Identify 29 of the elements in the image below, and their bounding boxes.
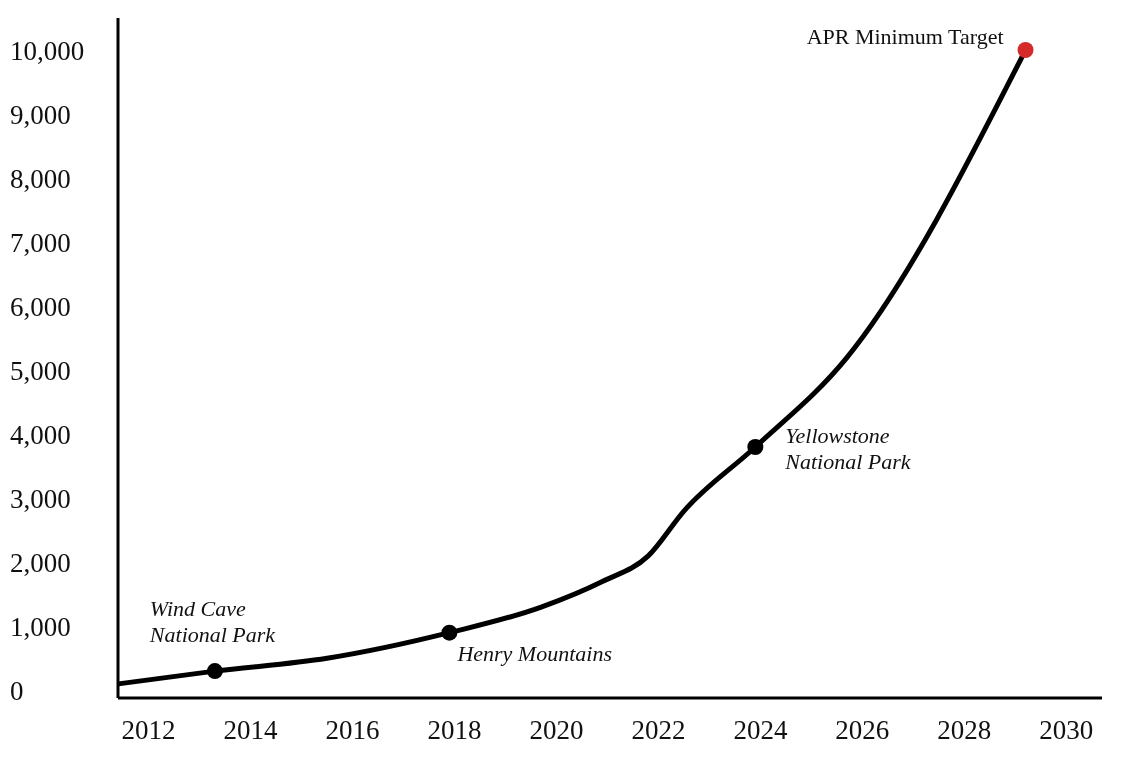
- point: [1017, 42, 1034, 59]
- y-tick-label: 5,000: [10, 355, 71, 386]
- annotation: Yellowstone National Park: [784, 423, 912, 474]
- x-tick-label: 2014: [223, 715, 279, 746]
- x-tick-label: 2020: [529, 715, 584, 746]
- x-tick-label: 2012: [121, 715, 176, 746]
- annotation: Henry Mountains: [456, 640, 612, 666]
- y-tick-label: 9,000: [10, 99, 71, 130]
- x-tick-label: 2028: [937, 715, 992, 746]
- y-tick-label: 0: [10, 675, 24, 706]
- y-tick-label: 10,000: [10, 35, 85, 66]
- y-tick-label: 8,000: [10, 163, 71, 194]
- y-tick-label: 3,000: [10, 483, 71, 514]
- y-tick-label: 6,000: [10, 291, 71, 322]
- point: [206, 663, 223, 680]
- x-tick-label: 2022: [631, 715, 686, 746]
- x-tick-label: 2024: [733, 715, 788, 746]
- y-tick-label: 4,000: [10, 419, 71, 450]
- y-tick-label: 1,000: [10, 611, 71, 642]
- point: [747, 439, 764, 455]
- y-tick-label: 2,000: [10, 547, 71, 578]
- x-tick-label: 2030: [1039, 715, 1094, 746]
- x-tick-label: 2018: [427, 715, 482, 746]
- x-tick-label: 2026: [835, 715, 890, 746]
- annotation: Wind Cave National Park: [148, 596, 277, 648]
- x-tick-label: 2016: [325, 715, 380, 746]
- point: [441, 624, 458, 641]
- y-tick-label: 7,000: [10, 227, 71, 258]
- annotation: APR Minimum Target: [806, 24, 1004, 50]
